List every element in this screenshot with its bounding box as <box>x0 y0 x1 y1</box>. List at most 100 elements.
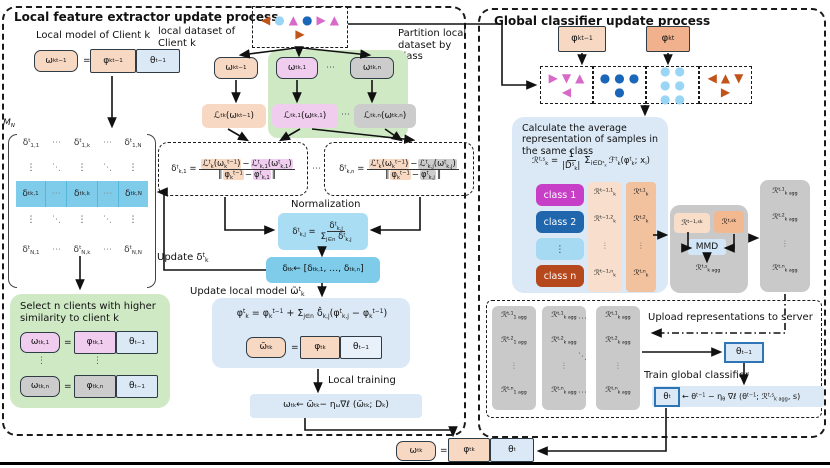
partition-cell-class2: ● ● ● ● <box>593 66 646 104</box>
shape-glyph: ▲ <box>288 13 298 27</box>
partition-cell-class3: ● ● ● ● ● ● <box>646 64 699 105</box>
omega-kn-chip: ω t k,n <box>350 57 394 79</box>
equals-sign: = <box>64 338 72 348</box>
matrix-cell: δt1,1 <box>22 138 40 149</box>
theta-prev-chip: θ t−1 <box>136 49 180 73</box>
shape-glyph: ● <box>660 78 671 92</box>
shape-glyph: ▶ <box>548 71 558 85</box>
matrix-cell: ⋯ <box>103 245 112 255</box>
normalization-label: Normalization <box>291 199 361 210</box>
matrix-cell: ⋮ <box>26 215 36 225</box>
local-dataset-box: ◀ ● ▲ ● ▶ ▲ ▶ <box>252 6 348 48</box>
local-model-label: Local model of Client k <box>36 30 151 41</box>
hdots: ⋯ <box>341 110 350 120</box>
server-dots-top: ⋯ <box>578 314 587 324</box>
server-col-last <box>596 306 640 410</box>
rep-prev-1: ℛt−1,1k <box>594 187 616 198</box>
select-clients-text: Select n clients with higher similarity … <box>20 301 156 324</box>
matrix-row-N: δtN,1 ⋯ δtN,k ⋯ δtN,N <box>16 245 148 256</box>
agg-column <box>760 180 810 292</box>
delta1-num-b: ℒtk,1(ωtk,1) <box>250 158 293 170</box>
phi-prev-global-box: φ k t−1 <box>558 26 606 52</box>
rep-cur-n: ℛt,nk <box>633 268 649 279</box>
matrix-cell: ⋱ <box>52 163 61 173</box>
shape-glyph: ● <box>302 13 313 27</box>
server-c3-r1: ℛt,1k agg <box>605 310 631 321</box>
calc-f-frac: 1 |Dsk| <box>560 150 582 171</box>
delta-formula-box-n: δtk,n = ℒtk(ωkt−1) − ℒtk,j(ωtk,j) ‖ φkt−… <box>324 142 474 196</box>
norm-bar: ‖ <box>436 169 442 180</box>
server-col-1 <box>492 306 536 410</box>
shape-glyph: ● <box>660 64 671 78</box>
shape-glyph: ▲ <box>720 71 731 85</box>
server-c1-rn: ℛt,n1 agg <box>501 385 527 396</box>
server-col-k <box>542 306 586 410</box>
theta-select-chip: θ t−1 <box>116 331 158 354</box>
matrix-paren-right <box>147 134 156 288</box>
calc-f-num: 1 <box>568 150 574 160</box>
mmd-agg-result: ℛt,sk agg <box>695 263 721 274</box>
equals-sign: = <box>83 56 91 66</box>
matrix-cell: δ t k,k <box>66 181 96 207</box>
omega-prev-chip: ω k t−1 <box>34 50 78 72</box>
matrix-cell: δt1,k <box>73 138 91 149</box>
local-dataset-label: local dataset of Client k <box>158 26 236 49</box>
shape-glyph: ◀ <box>261 13 271 27</box>
shape-glyph: ▲ <box>575 71 585 85</box>
update-model-formula: φtk = φkt−1 + Σj∈n δ̂k,j(φtk,j − φkt−1) <box>236 308 388 321</box>
matrix-cell: δtN,k <box>73 245 91 256</box>
omega-k-prev-chip: ω k t−1 <box>214 57 258 79</box>
train-formula: ← θt−1 − ηθ ∇ℓ (θt−1; ℛt,sk agg, s) <box>682 392 801 403</box>
matrix-cell: ⋮ <box>77 215 87 225</box>
omega-k1-chip: ω t k,1 <box>276 57 318 79</box>
rep-cur-1: ℛt,1k <box>633 187 649 198</box>
deltan-num-a: ℒtk(ωkt−1) <box>369 158 410 170</box>
server-dots-mid: ⋱ <box>578 352 587 362</box>
deltan-den-b: φtk,j <box>419 169 436 181</box>
class-2-chip: class 2 <box>536 211 584 233</box>
matrix-cell: δ t k,1 <box>22 189 39 199</box>
partition-cell-class1: ▶ ▼ ▲ ◀ <box>540 66 593 104</box>
deltan-num-b: ℒtk,j(ωtk,j) <box>418 158 457 170</box>
phi-k1-select-chip: φ t k,1 <box>74 331 116 354</box>
server-c1-r2: ℛt,21 agg <box>501 335 527 346</box>
agg-item-n: ℛt,nk agg <box>772 263 798 274</box>
server-c3-rn: ℛt,nk agg <box>605 385 631 396</box>
matrix-row-k-highlighted: δ t k,1 ⋯ δ t k,k ⋯ δ t k,N <box>16 181 148 207</box>
shape-glyph: ◀ <box>561 85 572 99</box>
server-c3-dots: ⋮ <box>614 361 622 370</box>
server-c2-rn: ℛt,nk agg <box>551 385 577 396</box>
theta-select-chip: θ t−1 <box>116 375 158 398</box>
matrix-cell: δ t k,N <box>117 181 148 207</box>
shape-glyph: ▲ <box>329 13 339 27</box>
minus: − <box>242 158 250 169</box>
calc-representation-formula: ℛt,sk = 1 |Dsk| Σi∈Dsk ℱtk(φtk; xi) <box>518 150 664 171</box>
norm-bar: ‖ <box>218 169 223 180</box>
matrix-row-dots: ⋮ ⋱ ⋮ ⋱ ⋮ <box>16 215 148 225</box>
minus: − <box>410 158 418 169</box>
vdots: ⋮ <box>93 356 102 366</box>
local-panel-title: Local feature extractor update process <box>14 10 279 24</box>
deltan-lhs: δtk,n = <box>339 164 365 175</box>
equals-sign: = <box>440 446 448 456</box>
norm-fraction: δtk,j Σj∈n δtk,j <box>319 221 354 242</box>
shape-glyph: ▶ <box>316 13 326 27</box>
matrix-row-1: δt1,1 ⋯ δt1,k ⋯ δt1,N <box>16 138 148 149</box>
rep-col-cur-bar <box>626 182 656 292</box>
norm-bar: ‖ <box>271 169 277 180</box>
hdots: ⋯ <box>326 63 335 73</box>
matrix-cell: δtN,1 <box>22 245 40 256</box>
rep-prev-n: ℛt−1,nk <box>594 268 616 279</box>
delta1-den-b: φtk,1 <box>253 169 271 181</box>
agg-item-1: ℛt,1k agg <box>772 186 798 197</box>
rep-col-prev-bar <box>588 182 622 292</box>
rep-prev-dots: ⋮ <box>601 241 609 250</box>
theta-prev-inner-chip: θ t−1 <box>340 336 382 359</box>
